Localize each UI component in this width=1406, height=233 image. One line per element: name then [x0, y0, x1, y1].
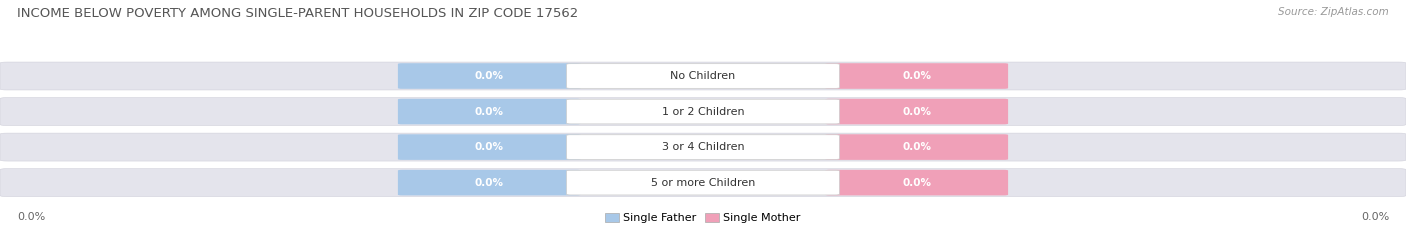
Text: 0.0%: 0.0% [475, 71, 503, 81]
Text: 0.0%: 0.0% [475, 178, 503, 188]
Text: 5 or more Children: 5 or more Children [651, 178, 755, 188]
Text: 0.0%: 0.0% [1361, 212, 1389, 222]
Legend: Single Father, Single Mother: Single Father, Single Mother [600, 208, 806, 227]
Text: 0.0%: 0.0% [475, 106, 503, 116]
Text: No Children: No Children [671, 71, 735, 81]
Text: INCOME BELOW POVERTY AMONG SINGLE-PARENT HOUSEHOLDS IN ZIP CODE 17562: INCOME BELOW POVERTY AMONG SINGLE-PARENT… [17, 7, 578, 20]
Text: 0.0%: 0.0% [903, 71, 931, 81]
Text: 0.0%: 0.0% [903, 106, 931, 116]
Text: 0.0%: 0.0% [17, 212, 45, 222]
Text: 3 or 4 Children: 3 or 4 Children [662, 142, 744, 152]
Text: 0.0%: 0.0% [903, 178, 931, 188]
Text: Source: ZipAtlas.com: Source: ZipAtlas.com [1278, 7, 1389, 17]
Text: 0.0%: 0.0% [475, 142, 503, 152]
Text: 1 or 2 Children: 1 or 2 Children [662, 106, 744, 116]
Text: 0.0%: 0.0% [903, 142, 931, 152]
